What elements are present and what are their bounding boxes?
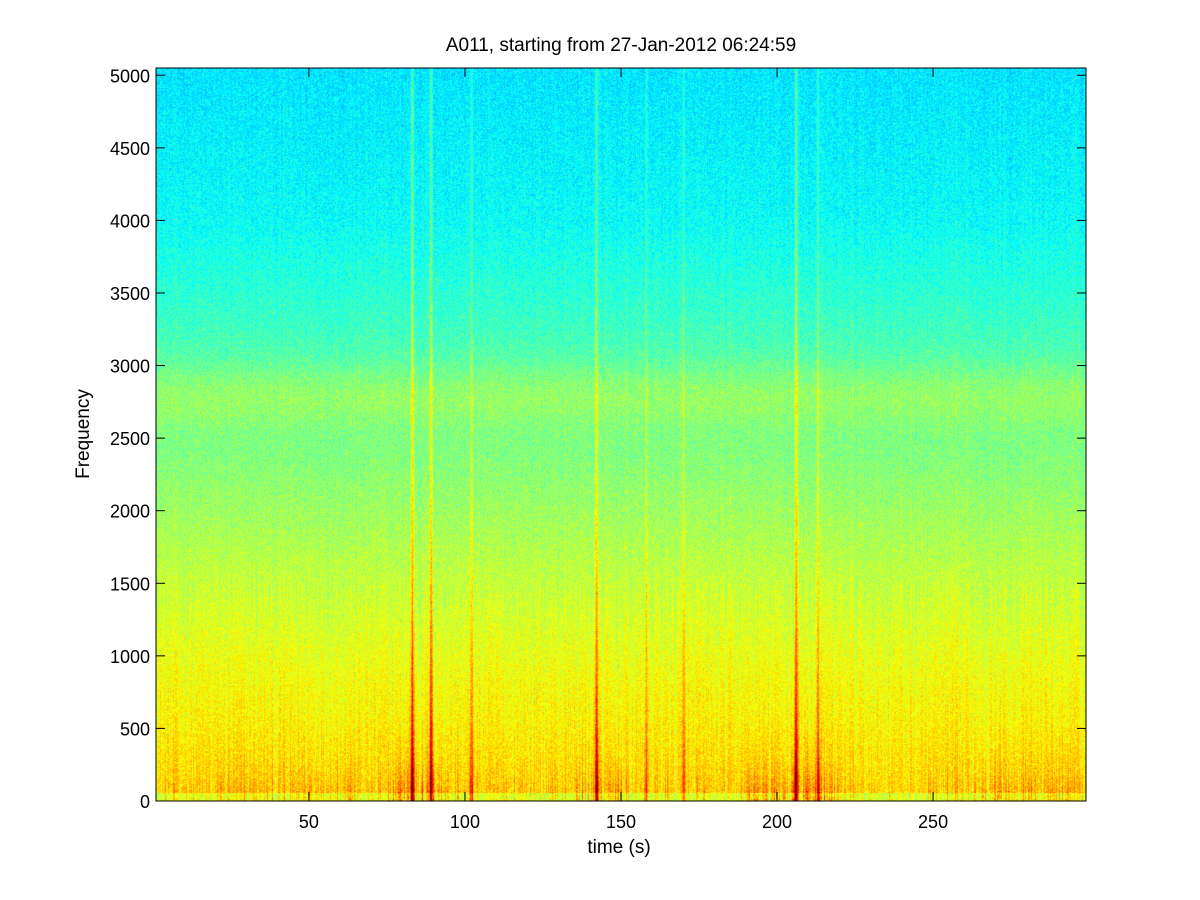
y-tick-label: 2500	[110, 429, 150, 449]
y-tick-label: 5000	[110, 66, 150, 86]
y-tick-label: 0	[140, 792, 150, 812]
x-tick-label: 100	[450, 812, 480, 832]
chart-title: A011, starting from 27-Jan-2012 06:24:59	[446, 35, 796, 56]
plot-frame	[155, 67, 1087, 802]
y-tick-label: 1500	[110, 574, 150, 594]
spectrogram-image	[156, 68, 1086, 801]
y-tick-label: 3500	[110, 284, 150, 304]
x-tick-label: 150	[606, 812, 636, 832]
y-tick-label: 4000	[110, 211, 150, 231]
y-axis-ticks: 0 500 1000 1500 2000 2500 3000 3500 4000 4500 5000	[110, 66, 1086, 812]
x-tick-label: 200	[762, 812, 792, 832]
x-tick-label: 50	[299, 812, 319, 832]
y-tick-label: 2000	[110, 502, 150, 522]
x-tick-label: 250	[918, 812, 948, 832]
y-tick-label: 3000	[110, 357, 150, 377]
x-axis-title: time (s)	[587, 837, 650, 858]
y-tick-label: 500	[120, 719, 150, 739]
y-tick-label: 1000	[110, 647, 150, 667]
y-axis-title: Frequency	[73, 389, 94, 479]
y-tick-label: 4500	[110, 139, 150, 159]
x-axis-ticks: 50 100 150 200 250	[299, 68, 948, 832]
